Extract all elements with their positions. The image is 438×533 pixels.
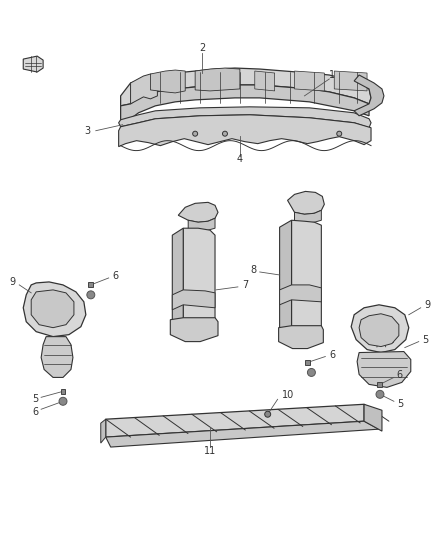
Text: 4: 4 [237,154,243,164]
Polygon shape [41,337,73,377]
Polygon shape [294,211,321,223]
Polygon shape [354,75,384,116]
Circle shape [337,131,342,136]
Text: 6: 6 [397,370,403,381]
Text: 9: 9 [9,277,15,287]
Polygon shape [357,352,411,387]
Circle shape [265,411,271,417]
Polygon shape [279,326,323,349]
Polygon shape [31,290,74,328]
Text: 1: 1 [329,70,336,80]
Polygon shape [188,218,215,231]
Bar [378,382,382,387]
Polygon shape [106,404,364,437]
Text: 6: 6 [113,271,119,281]
Polygon shape [178,203,218,222]
Polygon shape [23,56,43,72]
Circle shape [223,131,227,136]
Circle shape [193,131,198,136]
Polygon shape [119,107,371,128]
Text: 7: 7 [242,280,248,290]
Polygon shape [106,421,379,447]
Polygon shape [334,71,367,91]
Text: 8: 8 [251,265,257,275]
Polygon shape [150,70,185,93]
Polygon shape [288,191,324,214]
Text: 10: 10 [282,390,294,400]
Polygon shape [23,282,86,337]
Polygon shape [170,318,218,342]
Bar [305,360,310,365]
Text: 11: 11 [204,446,216,456]
Polygon shape [364,404,382,431]
Polygon shape [294,71,324,91]
Polygon shape [172,290,215,310]
Text: 2: 2 [199,43,205,53]
Polygon shape [131,74,157,104]
Circle shape [59,397,67,405]
Polygon shape [255,71,275,91]
Circle shape [307,368,315,376]
Polygon shape [195,68,240,91]
Text: 5: 5 [397,399,403,409]
Bar [60,389,65,394]
Polygon shape [119,115,371,147]
Text: 6: 6 [32,407,38,417]
Text: 3: 3 [85,126,91,136]
Polygon shape [183,228,215,330]
Polygon shape [292,220,321,337]
Polygon shape [120,85,369,123]
Polygon shape [279,220,292,332]
Text: 6: 6 [329,350,336,360]
Text: 5: 5 [422,335,428,345]
Text: 9: 9 [425,300,431,310]
Circle shape [87,291,95,299]
Polygon shape [101,419,106,443]
Polygon shape [172,228,183,327]
Polygon shape [359,314,399,346]
Bar [88,282,93,287]
Circle shape [376,390,384,398]
Text: 5: 5 [32,394,38,405]
Polygon shape [279,285,321,305]
Polygon shape [120,68,371,106]
Polygon shape [351,305,409,352]
